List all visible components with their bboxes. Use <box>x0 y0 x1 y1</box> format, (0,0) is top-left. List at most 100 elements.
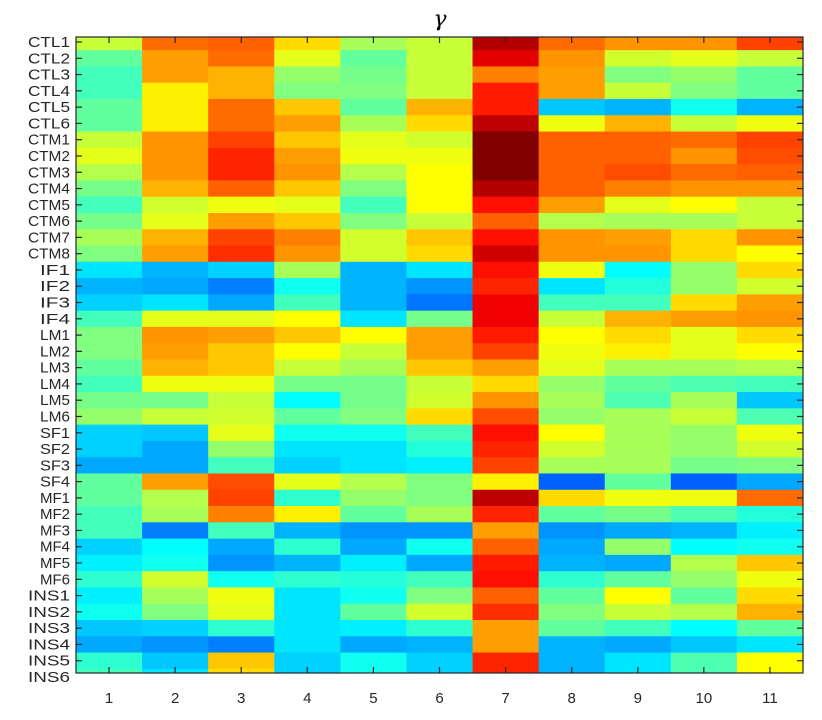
heatmap-cell <box>76 37 143 51</box>
heatmap-cell <box>472 424 540 442</box>
y-tick-label: INS4 <box>28 636 70 653</box>
heatmap-cell <box>406 636 474 654</box>
heatmap-cell <box>274 164 341 181</box>
heatmap-cell <box>208 440 275 458</box>
heatmap-cell <box>76 506 143 523</box>
heatmap-cell <box>604 261 672 279</box>
heatmap-cell <box>406 278 474 295</box>
heatmap-cell <box>604 180 672 198</box>
heatmap-cell <box>736 424 803 442</box>
heatmap-cell <box>472 82 540 100</box>
heatmap-cell <box>604 37 672 51</box>
heatmap-cell <box>142 571 209 588</box>
heatmap-cell <box>538 164 606 181</box>
y-tick-label: LM5 <box>40 392 70 409</box>
heatmap-cell <box>472 180 540 198</box>
heatmap-cell <box>274 636 341 654</box>
heatmap-cell <box>340 603 407 621</box>
heatmap-cell <box>340 636 407 654</box>
heatmap-cell <box>736 98 803 116</box>
heatmap-cell <box>208 522 275 540</box>
y-tick-label: LM1 <box>40 327 70 344</box>
y-tick-label: CTM7 <box>28 229 70 246</box>
heatmap-cell <box>142 310 209 328</box>
heatmap-cell <box>208 245 275 263</box>
heatmap-cell <box>538 359 606 377</box>
heatmap-cell <box>538 652 606 670</box>
y-tick-label: INS5 <box>28 653 70 670</box>
heatmap-cell <box>604 147 672 165</box>
heatmap-cell <box>340 440 407 458</box>
heatmap-cell <box>142 98 209 116</box>
heatmap-cell <box>604 229 672 247</box>
heatmap-cell <box>736 66 803 84</box>
heatmap-cell <box>472 359 540 377</box>
heatmap-cell <box>472 115 540 133</box>
heatmap-cell <box>76 392 143 409</box>
heatmap-cell <box>142 196 209 214</box>
heatmap-cell <box>538 538 606 556</box>
heatmap-cell <box>604 554 672 572</box>
y-tick-label: INS3 <box>28 620 70 637</box>
x-tick-label: 10 <box>696 690 713 707</box>
heatmap-cell <box>208 37 275 51</box>
heatmap-cell <box>604 489 672 507</box>
y-tick-label: CTL1 <box>28 34 70 51</box>
heatmap-cell <box>604 245 672 263</box>
heatmap-cell <box>76 66 143 84</box>
heatmap-cell <box>604 164 672 181</box>
heatmap-cell <box>208 636 275 654</box>
heatmap-cell <box>538 636 606 654</box>
heatmap-cell <box>670 587 738 605</box>
heatmap-cell <box>208 652 275 670</box>
y-tick-label: MF5 <box>40 555 70 572</box>
heatmap-cell <box>208 375 275 393</box>
heatmap-cell <box>472 212 540 230</box>
heatmap-cell <box>472 326 540 344</box>
heatmap-cell <box>670 229 738 247</box>
heatmap-cell <box>472 440 540 458</box>
heatmap-cell <box>76 636 143 654</box>
heatmap-cell <box>538 50 606 67</box>
y-tick-label: SF4 <box>40 474 70 491</box>
heatmap-cell <box>76 603 143 621</box>
heatmap-cell <box>736 278 803 295</box>
heatmap-cell <box>472 375 540 393</box>
heatmap-cell <box>340 620 407 637</box>
heatmap-cell <box>472 620 540 637</box>
heatmap-cell <box>736 457 803 474</box>
heatmap-cell <box>736 326 803 344</box>
heatmap-cell <box>274 310 341 328</box>
heatmap-cell <box>142 66 209 84</box>
heatmap-cell <box>670 245 738 263</box>
heatmap-cell <box>670 294 738 312</box>
heatmap-cell <box>76 50 143 67</box>
y-tick-label: IF1 <box>40 262 70 279</box>
heatmap-cell <box>142 180 209 198</box>
heatmap-cell <box>406 506 474 523</box>
heatmap-cell <box>340 506 407 523</box>
heatmap-cell <box>538 82 606 100</box>
heatmap-cell <box>406 82 474 100</box>
heatmap-cell <box>472 164 540 181</box>
heatmap-cell <box>142 424 209 442</box>
y-tick-label: IF4 <box>40 311 70 328</box>
heatmap-cell <box>670 424 738 442</box>
heatmap-cell <box>274 375 341 393</box>
heatmap-cell <box>472 50 540 67</box>
heatmap-cell <box>274 424 341 442</box>
heatmap-cell <box>736 343 803 360</box>
heatmap-cell <box>538 620 606 637</box>
heatmap-cell <box>406 245 474 263</box>
heatmap-cell <box>76 212 143 230</box>
heatmap-cell <box>604 359 672 377</box>
heatmap-cell <box>538 245 606 263</box>
heatmap-cell <box>472 554 540 572</box>
heatmap-cell <box>208 98 275 116</box>
heatmap-cell <box>274 457 341 474</box>
heatmap-cell <box>472 587 540 605</box>
y-tick-label: MF4 <box>40 539 70 556</box>
heatmap-cell <box>76 310 143 328</box>
heatmap-cell <box>208 229 275 247</box>
